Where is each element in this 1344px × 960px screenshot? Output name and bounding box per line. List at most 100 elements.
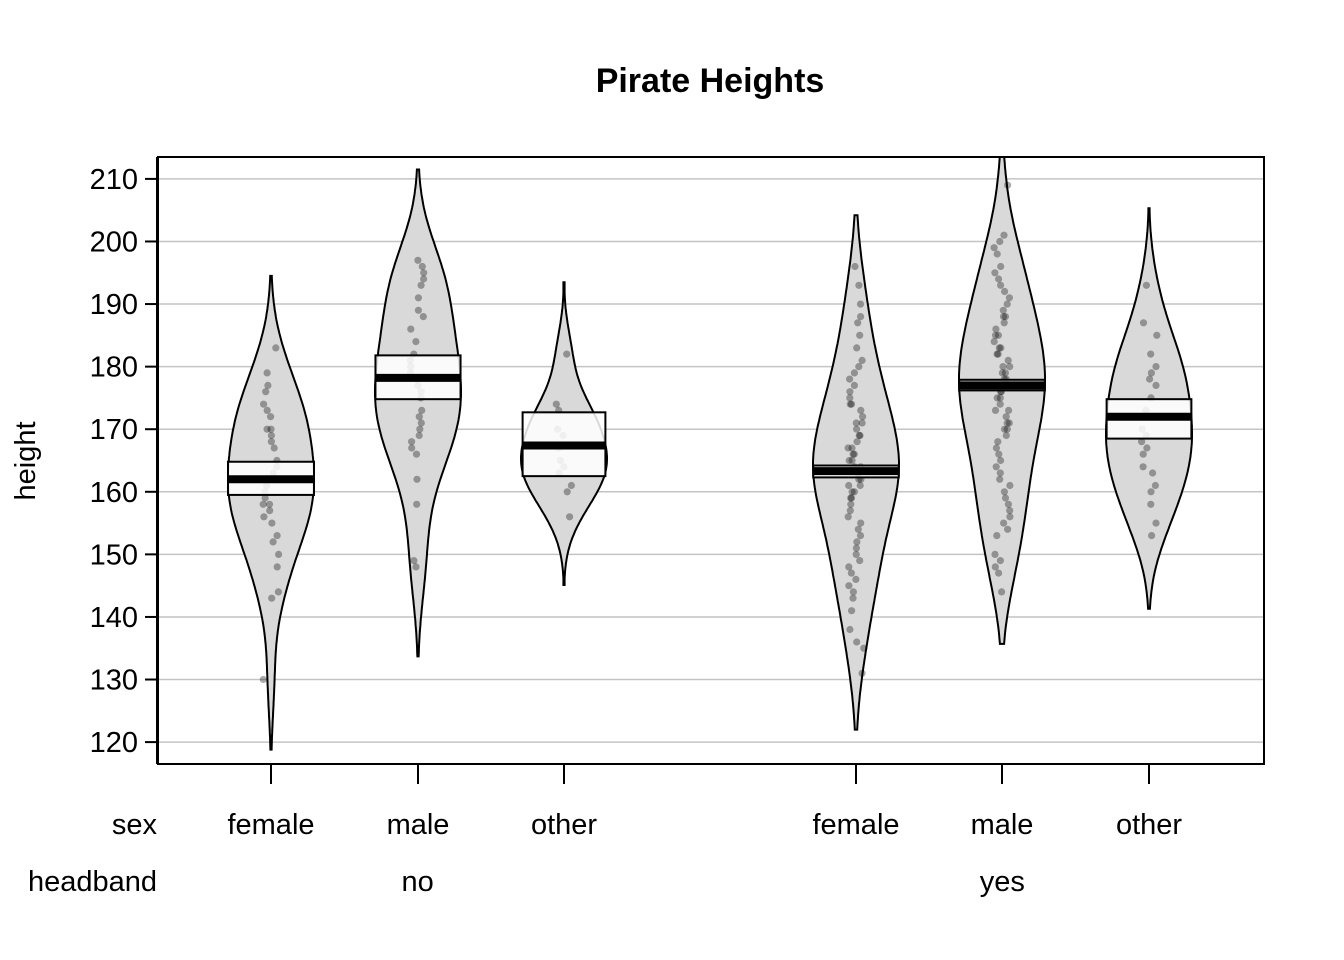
raw-point	[860, 644, 868, 652]
bean-no-male	[374, 168, 462, 658]
raw-point	[1153, 331, 1161, 339]
raw-point	[1004, 356, 1012, 364]
raw-point	[848, 444, 856, 452]
raw-point	[852, 575, 860, 584]
raw-point	[847, 569, 856, 577]
raw-point	[996, 469, 1004, 477]
raw-point	[1149, 469, 1157, 477]
raw-point	[270, 444, 278, 452]
raw-point	[412, 450, 421, 458]
raw-point	[856, 557, 864, 565]
raw-point	[415, 413, 423, 421]
raw-point	[1000, 519, 1008, 527]
raw-point	[857, 313, 865, 321]
raw-points-layer	[259, 181, 1161, 684]
raw-point	[1143, 444, 1151, 452]
raw-point	[1151, 481, 1159, 490]
raw-point	[996, 394, 1004, 402]
raw-point	[995, 450, 1003, 458]
y-axis: 120 130 140 150 160 170 180 190 200 210	[90, 157, 158, 764]
x-category-label: female	[227, 809, 314, 841]
raw-point	[855, 431, 863, 440]
bean-layer	[227, 156, 1193, 751]
raw-point	[990, 244, 998, 252]
raw-point	[1004, 500, 1013, 508]
raw-point	[1002, 431, 1010, 440]
raw-point	[856, 481, 864, 490]
raw-point	[1152, 381, 1160, 389]
raw-point	[413, 475, 421, 483]
raw-point	[563, 488, 571, 496]
x-category-label: other	[531, 809, 597, 841]
raw-point	[1006, 481, 1014, 490]
raw-point	[1006, 507, 1014, 515]
x-group-label: no	[402, 866, 434, 898]
raw-point	[856, 300, 865, 308]
raw-point	[1001, 494, 1010, 502]
raw-point	[844, 444, 852, 452]
raw-point	[420, 275, 428, 283]
raw-point	[857, 519, 865, 527]
raw-point	[1005, 419, 1013, 427]
raw-point	[850, 381, 859, 389]
raw-point	[845, 481, 853, 490]
raw-point	[1002, 413, 1010, 421]
raw-point	[262, 388, 270, 396]
raw-point	[844, 513, 852, 521]
raw-point	[991, 331, 1000, 339]
bean-no-female	[227, 274, 315, 751]
y-tick-label: 140	[90, 602, 138, 634]
raw-point	[419, 313, 427, 321]
y-tick-label: 120	[90, 727, 138, 759]
raw-point	[993, 250, 1001, 258]
raw-point	[1004, 181, 1012, 189]
raw-point	[1003, 425, 1011, 433]
raw-point	[847, 494, 855, 502]
raw-point	[846, 394, 854, 402]
raw-point	[407, 325, 415, 333]
raw-point	[263, 425, 271, 433]
raw-point	[259, 500, 267, 508]
raw-point	[1147, 488, 1155, 496]
raw-point	[567, 481, 576, 490]
raw-point	[993, 394, 1001, 402]
raw-point	[846, 375, 854, 383]
raw-point	[260, 513, 268, 521]
raw-point	[1148, 532, 1156, 540]
raw-point	[855, 363, 863, 371]
x-category-label: other	[1116, 809, 1182, 841]
raw-point	[1139, 463, 1147, 471]
raw-point	[1138, 438, 1146, 446]
raw-point	[997, 262, 1005, 271]
raw-point	[267, 438, 275, 446]
raw-point	[858, 356, 866, 364]
raw-point	[992, 444, 1001, 452]
raw-point	[263, 369, 271, 377]
raw-point	[996, 237, 1004, 246]
outer-factor-label: headband	[28, 866, 157, 898]
raw-point	[416, 425, 424, 433]
raw-point	[994, 331, 1003, 339]
raw-point	[857, 406, 865, 414]
raw-point	[408, 444, 416, 452]
raw-point	[856, 532, 865, 540]
raw-point	[856, 431, 864, 440]
y-tick-label: 210	[90, 164, 138, 196]
raw-point	[413, 500, 421, 508]
y-tick-label: 180	[90, 352, 138, 384]
raw-point	[260, 400, 268, 408]
raw-point	[1146, 375, 1154, 383]
raw-point	[992, 325, 1000, 333]
raw-point	[266, 507, 274, 515]
raw-point	[1000, 319, 1008, 327]
raw-point	[1142, 281, 1150, 289]
raw-point	[415, 431, 423, 440]
raw-point	[261, 494, 269, 502]
raw-point	[998, 369, 1007, 377]
y-tick-label: 170	[90, 414, 138, 446]
raw-point	[275, 550, 283, 559]
y-tick-label: 200	[90, 226, 138, 258]
raw-point	[414, 306, 422, 314]
raw-point	[846, 388, 854, 396]
raw-point	[418, 406, 426, 414]
